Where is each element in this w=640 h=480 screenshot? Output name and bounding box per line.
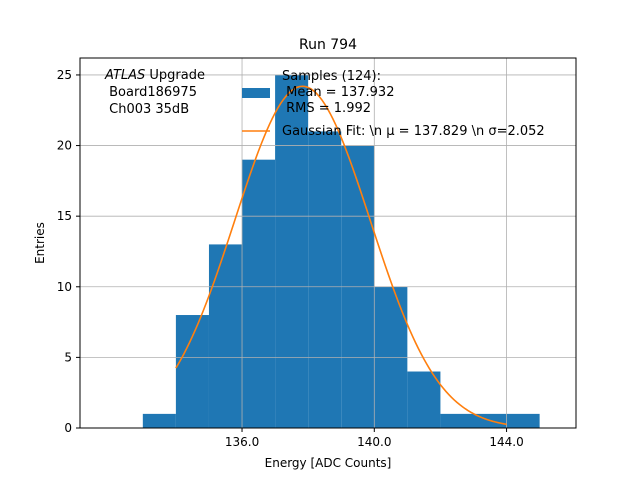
histogram-bar [440,413,474,428]
annotation-italic: ATLAS [104,68,145,83]
legend-label-fit: Gaussian Fit: \n μ = 137.829 \n σ=2.052 [282,124,545,139]
histogram-bar [142,413,176,428]
gaussian-fit-line [175,85,507,426]
y-tick-label: 20 [57,139,72,153]
chart-title: Run 794 [299,37,357,53]
histogram-bar [208,244,243,428]
x-tick-label: 136.0 [225,435,259,449]
y-tick-label: 0 [64,421,72,435]
histogram-bar [506,413,540,428]
gaussian-fit-layer [175,85,507,426]
y-tick-label: 10 [57,280,72,294]
x-tick-label: 144.0 [489,435,523,449]
y-tick-label: 15 [57,209,72,223]
legend: Samples (124): Mean = 137.932 RMS = 1.99… [242,69,545,139]
grid-lines [80,58,576,429]
x-tick-label: 140.0 [357,435,391,449]
atlas-annotation: ATLAS Upgrade Board186975 Ch003 35dB [104,68,205,117]
histogram-bar [242,159,276,428]
annotation-line: Board186975 [105,85,197,100]
annotation-line: Ch003 35dB [105,102,189,117]
histogram-bar [175,315,209,428]
histogram-bar [308,131,342,428]
legend-label-samples: Samples (124): Mean = 137.932 RMS = 1.99… [282,69,394,116]
legend-swatch-samples [242,88,270,98]
svg-text:ATLAS Upgrade: ATLAS Upgrade [104,68,205,83]
x-axis-ticks: 136.0 140.0 144.0 [225,428,524,449]
histogram-bar [407,371,441,428]
y-axis-ticks: 0 5 10 15 20 25 [57,68,80,435]
histogram-bar [275,74,309,428]
y-tick-label: 5 [64,350,72,364]
x-axis-label: Energy [ADC Counts] [265,456,392,470]
y-axis-label: Entries [33,222,47,264]
annotation-line: Upgrade [145,68,205,83]
y-tick-label: 25 [57,68,72,82]
plot-frame [79,57,577,429]
histogram-bars [142,74,540,428]
